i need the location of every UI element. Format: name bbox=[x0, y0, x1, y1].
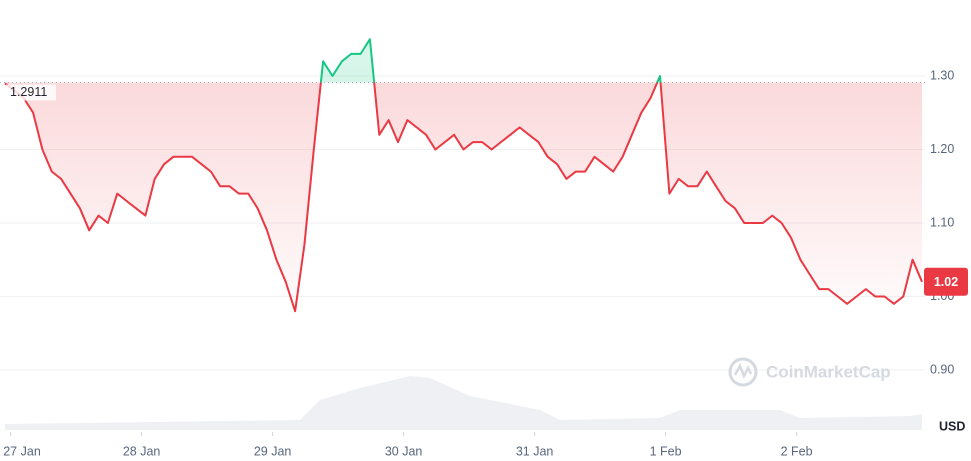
currency-label: USD bbox=[939, 419, 965, 433]
y-tick-label: 1.30 bbox=[930, 68, 954, 82]
x-tick-label: 27 Jan bbox=[3, 444, 41, 458]
x-tick-label: 2 Feb bbox=[781, 444, 813, 458]
watermark-text: CoinMarketCap bbox=[766, 362, 891, 381]
baseline-label: 1.2911 bbox=[10, 85, 47, 99]
x-tick-label: 1 Feb bbox=[650, 444, 682, 458]
y-tick-label: 1.10 bbox=[930, 215, 954, 229]
volume-area bbox=[5, 376, 922, 430]
x-tick-label: 30 Jan bbox=[385, 444, 423, 458]
x-tick-label: 31 Jan bbox=[516, 444, 554, 458]
baseline-label-bg bbox=[6, 84, 56, 101]
x-tick-label: 28 Jan bbox=[123, 444, 161, 458]
x-tick-label: 29 Jan bbox=[254, 444, 292, 458]
last-price-label: 1.02 bbox=[934, 275, 958, 289]
y-tick-label: 0.90 bbox=[930, 362, 954, 376]
y-tick-label: 1.20 bbox=[930, 142, 954, 156]
area-down bbox=[5, 82, 922, 312]
price-line-down bbox=[4, 82, 923, 313]
watermark: CoinMarketCap bbox=[728, 357, 891, 387]
area-up bbox=[320, 39, 661, 83]
last-price-box bbox=[924, 267, 968, 296]
